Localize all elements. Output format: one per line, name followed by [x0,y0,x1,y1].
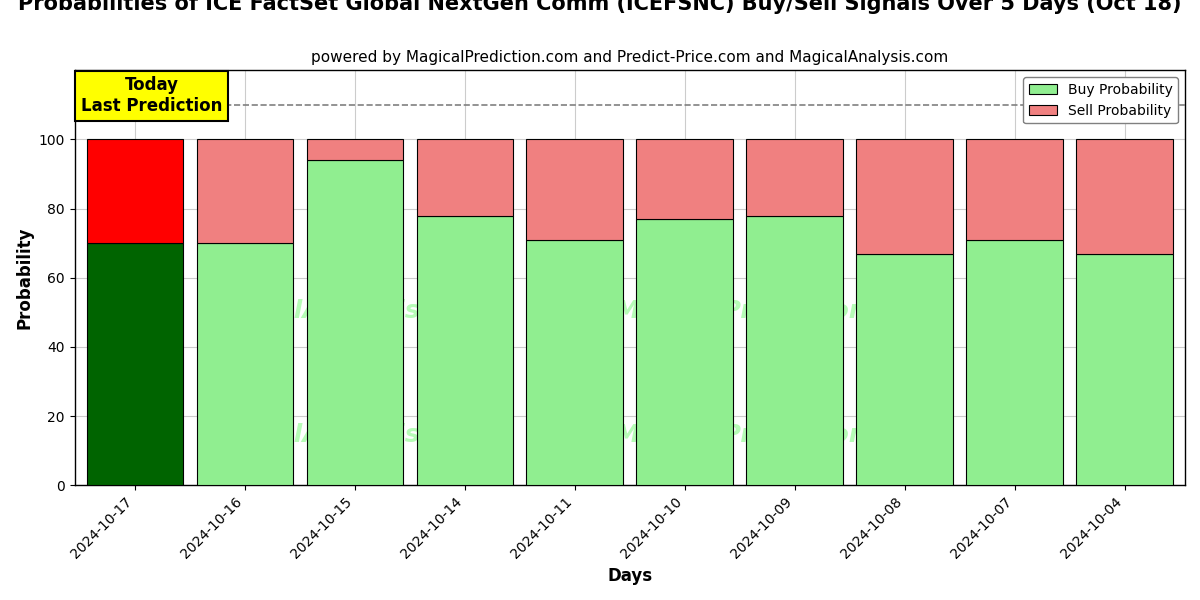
Bar [527,139,623,240]
Bar [746,215,844,485]
Bar [857,139,953,254]
Bar [197,243,294,485]
Title: powered by MagicalPrediction.com and Predict-Price.com and MagicalAnalysis.com: powered by MagicalPrediction.com and Pre… [311,50,948,65]
Text: MagicalPrediction.com: MagicalPrediction.com [614,424,934,448]
Text: MagicalPrediction.com: MagicalPrediction.com [614,299,934,323]
Bar [636,219,733,485]
Text: calAnalysis.com: calAnalysis.com [262,424,487,448]
Y-axis label: Probability: Probability [16,226,34,329]
Bar [966,240,1063,485]
X-axis label: Days: Days [607,567,653,585]
Bar [527,240,623,485]
Bar [86,243,184,485]
Bar [307,139,403,160]
Text: Today
Last Prediction: Today Last Prediction [80,76,222,115]
Bar [416,139,514,215]
Bar [416,215,514,485]
Text: Probabilities of ICE FactSet Global NextGen Comm (ICEFSNC) Buy/Sell Signals Over: Probabilities of ICE FactSet Global Next… [18,0,1182,14]
Bar [746,139,844,215]
Bar [1076,254,1172,485]
Text: calAnalysis.com: calAnalysis.com [262,299,487,323]
Legend: Buy Probability, Sell Probability: Buy Probability, Sell Probability [1024,77,1178,124]
Bar [307,160,403,485]
Bar [857,254,953,485]
Bar [636,139,733,219]
Bar [197,139,294,243]
Bar [1076,139,1172,254]
Bar [966,139,1063,240]
Bar [86,139,184,243]
